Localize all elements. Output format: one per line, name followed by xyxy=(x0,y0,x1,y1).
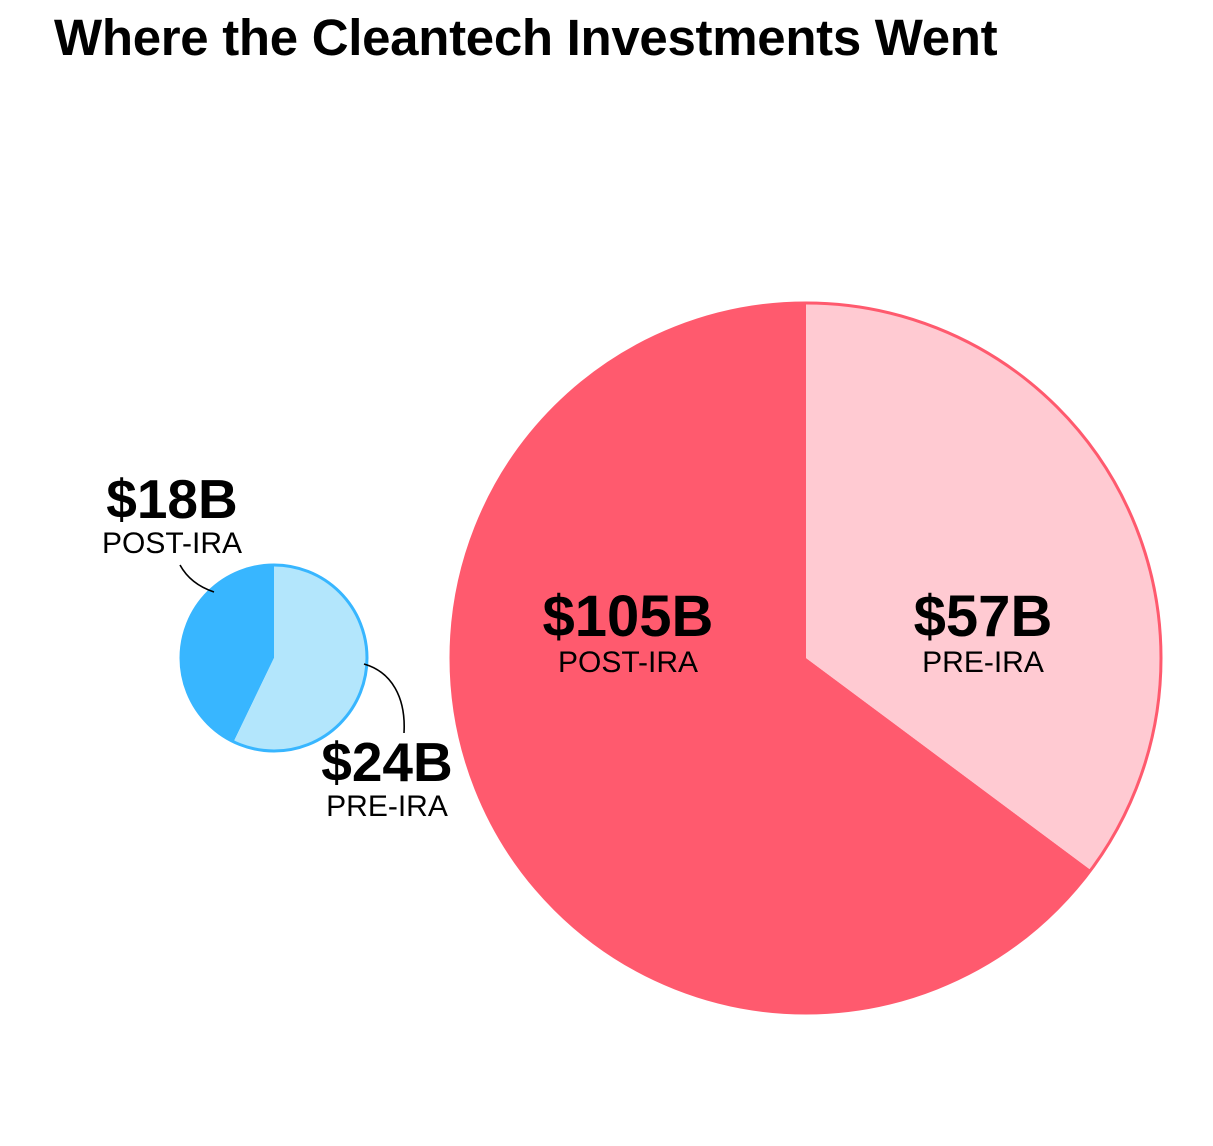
small-pie-slice-pre-ira xyxy=(233,565,368,751)
large-pre-category-label: PRE-IRA xyxy=(922,646,1044,679)
small-pie-outline xyxy=(179,563,369,753)
large-pie xyxy=(449,301,1163,1015)
large-pie-slice-pre-ira xyxy=(806,303,1161,870)
large-pie-outline xyxy=(449,301,1163,1015)
small-pre-category-label: PRE-IRA xyxy=(326,790,448,823)
small-post-category-label: POST-IRA xyxy=(102,527,242,560)
large-post-category-label: POST-IRA xyxy=(558,646,698,679)
small-pre-value-label: $24B xyxy=(321,731,452,793)
large-post-value-label: $105B xyxy=(543,584,714,649)
large-pie-slice-post-ira xyxy=(450,303,1091,1013)
small-post-leader-line xyxy=(179,564,215,593)
chart-title: Where the Cleantech Investments Went xyxy=(54,9,998,66)
small-pre-leader-line xyxy=(363,663,405,734)
small-pie-slice-post-ira xyxy=(181,565,274,742)
large-pre-value-label: $57B xyxy=(914,584,1053,649)
small-pie xyxy=(179,563,369,753)
small-post-value-label: $18B xyxy=(106,468,237,530)
